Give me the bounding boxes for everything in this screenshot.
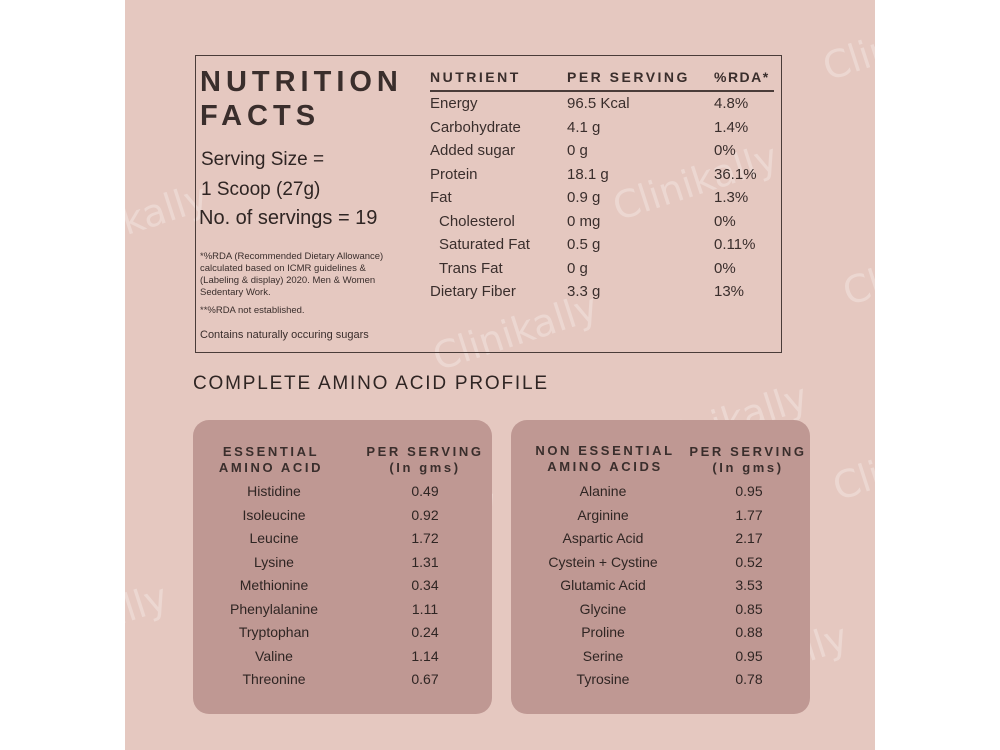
nutrient-rda: 0.11% — [714, 236, 756, 253]
nutrient-header: NUTRIENT — [430, 69, 521, 85]
essential-amino-value: 0.92 — [411, 506, 439, 523]
nutrient-rda: 0% — [714, 212, 736, 230]
essential-amino-panel — [193, 420, 492, 714]
essential-amino-value: 1.11 — [411, 600, 439, 617]
essential-amino-value: 0.67 — [411, 671, 439, 687]
serving-size: Serving Size = 1 Scoop (27g) — [201, 149, 325, 200]
essential-amino-name: Valine — [255, 647, 293, 664]
nutrition-facts-box — [195, 55, 782, 353]
nutrient-name: Protein — [430, 165, 478, 183]
non-essential-amino-value: 1.77 — [735, 506, 763, 523]
non-essential-amino-value: 2.17 — [735, 530, 763, 546]
nutrient-per-serving: 0 mg — [567, 212, 601, 230]
nutrient-per-serving: 0.9 g — [567, 189, 601, 206]
nutrient-name: Fat — [430, 189, 452, 206]
nutrient-name: Energy — [430, 95, 478, 112]
non-essential-amino-value: 0.88 — [735, 624, 763, 640]
nutrient-name: Carbohydrate — [430, 118, 521, 136]
rda-header: %RDA* — [714, 69, 770, 85]
essential-amino-value: 0.49 — [411, 483, 439, 499]
non-essential-amino-value: 0.95 — [735, 483, 763, 499]
non-essential-amino-value: 3.53 — [735, 577, 763, 593]
non-essential-name-header: NON ESSENTIAL AMINO ACIDS — [535, 443, 675, 474]
non-essential-amino-name: Alanine — [579, 483, 627, 499]
nutrient-name: Added sugar — [430, 142, 516, 159]
non-essential-amino-name: Serine — [582, 647, 624, 664]
essential-amino-name: Lysine — [254, 553, 294, 570]
sugar-note: Contains naturally occuring sugars — [200, 329, 369, 341]
nutrient-rda: 4.8% — [714, 95, 749, 112]
nutrient-per-serving: 0 g — [567, 142, 588, 159]
nutrient-rda: 1.4% — [714, 118, 749, 136]
non-essential-amino-value: 0.95 — [735, 647, 763, 664]
essential-name-header: ESSENTIAL AMINO ACID — [218, 444, 324, 475]
amino-profile-title: COMPLETE AMINO ACID PROFILE — [193, 373, 549, 394]
non-essential-amino-name: Glutamic Acid — [560, 577, 646, 593]
essential-amino-value: 0.24 — [411, 624, 439, 640]
essential-amino-name: Methionine — [239, 577, 309, 593]
per-serving-header: PER SERVING — [567, 69, 690, 85]
essential-amino-name: Histidine — [247, 483, 301, 499]
nutrient-per-serving: 4.1 g — [567, 118, 601, 136]
nutrient-name: Cholesterol — [439, 212, 515, 230]
non-essential-amino-panel — [511, 420, 810, 714]
nutrient-rda: 0% — [714, 142, 736, 159]
nutrition-facts-title: NUTRITION FACTS — [200, 66, 403, 132]
non-essential-amino-name: Glycine — [579, 600, 627, 617]
essential-amino-name: Isoleucine — [242, 506, 306, 523]
essential-amino-name: Tryptophan — [238, 624, 310, 640]
non-essential-amino-value: 0.78 — [735, 671, 763, 687]
non-essential-amino-name: Arginine — [577, 506, 629, 523]
nutrient-name: Trans Fat — [439, 259, 503, 277]
rda-footnote: *%RDA (Recommended Dietary Allowance) ca… — [200, 251, 384, 298]
non-essential-amino-name: Tyrosine — [576, 671, 630, 687]
header-rule — [430, 90, 774, 92]
nutrient-per-serving: 18.1 g — [567, 165, 609, 183]
nutrient-per-serving: 0 g — [567, 259, 588, 277]
nutrient-name: Saturated Fat — [439, 236, 530, 253]
essential-amino-name: Leucine — [249, 530, 299, 546]
nutrient-name: Dietary Fiber — [430, 283, 516, 300]
nutrient-per-serving: 0.5 g — [567, 236, 601, 253]
essential-amino-name: Threonine — [242, 671, 306, 687]
nutrient-rda: 1.3% — [714, 189, 749, 206]
nutrient-rda: 0% — [714, 259, 736, 277]
non-essential-value-header: PER SERVING (In gms) — [689, 444, 807, 475]
essential-amino-value: 1.14 — [411, 647, 439, 664]
essential-value-header: PER SERVING (In gms) — [366, 444, 484, 475]
essential-amino-name: Phenylalanine — [230, 600, 318, 617]
servings-count: No. of servings = 19 — [199, 207, 378, 229]
non-essential-amino-name: Proline — [581, 624, 625, 640]
nutrient-rda: 13% — [714, 283, 745, 300]
nutrient-per-serving: 96.5 Kcal — [567, 95, 630, 112]
nutrient-rda: 36.1% — [714, 165, 757, 183]
essential-amino-value: 1.31 — [411, 553, 439, 570]
nutrient-per-serving: 3.3 g — [567, 283, 601, 300]
essential-amino-value: 1.72 — [411, 530, 439, 546]
non-essential-amino-name: Cystein + Cystine — [548, 553, 658, 570]
non-essential-amino-value: 0.85 — [735, 600, 763, 617]
non-essential-amino-value: 0.52 — [735, 553, 763, 570]
non-essential-amino-name: Aspartic Acid — [562, 530, 644, 546]
essential-amino-value: 0.34 — [411, 577, 439, 593]
rda-footnote-2: **%RDA not established. — [200, 305, 305, 316]
